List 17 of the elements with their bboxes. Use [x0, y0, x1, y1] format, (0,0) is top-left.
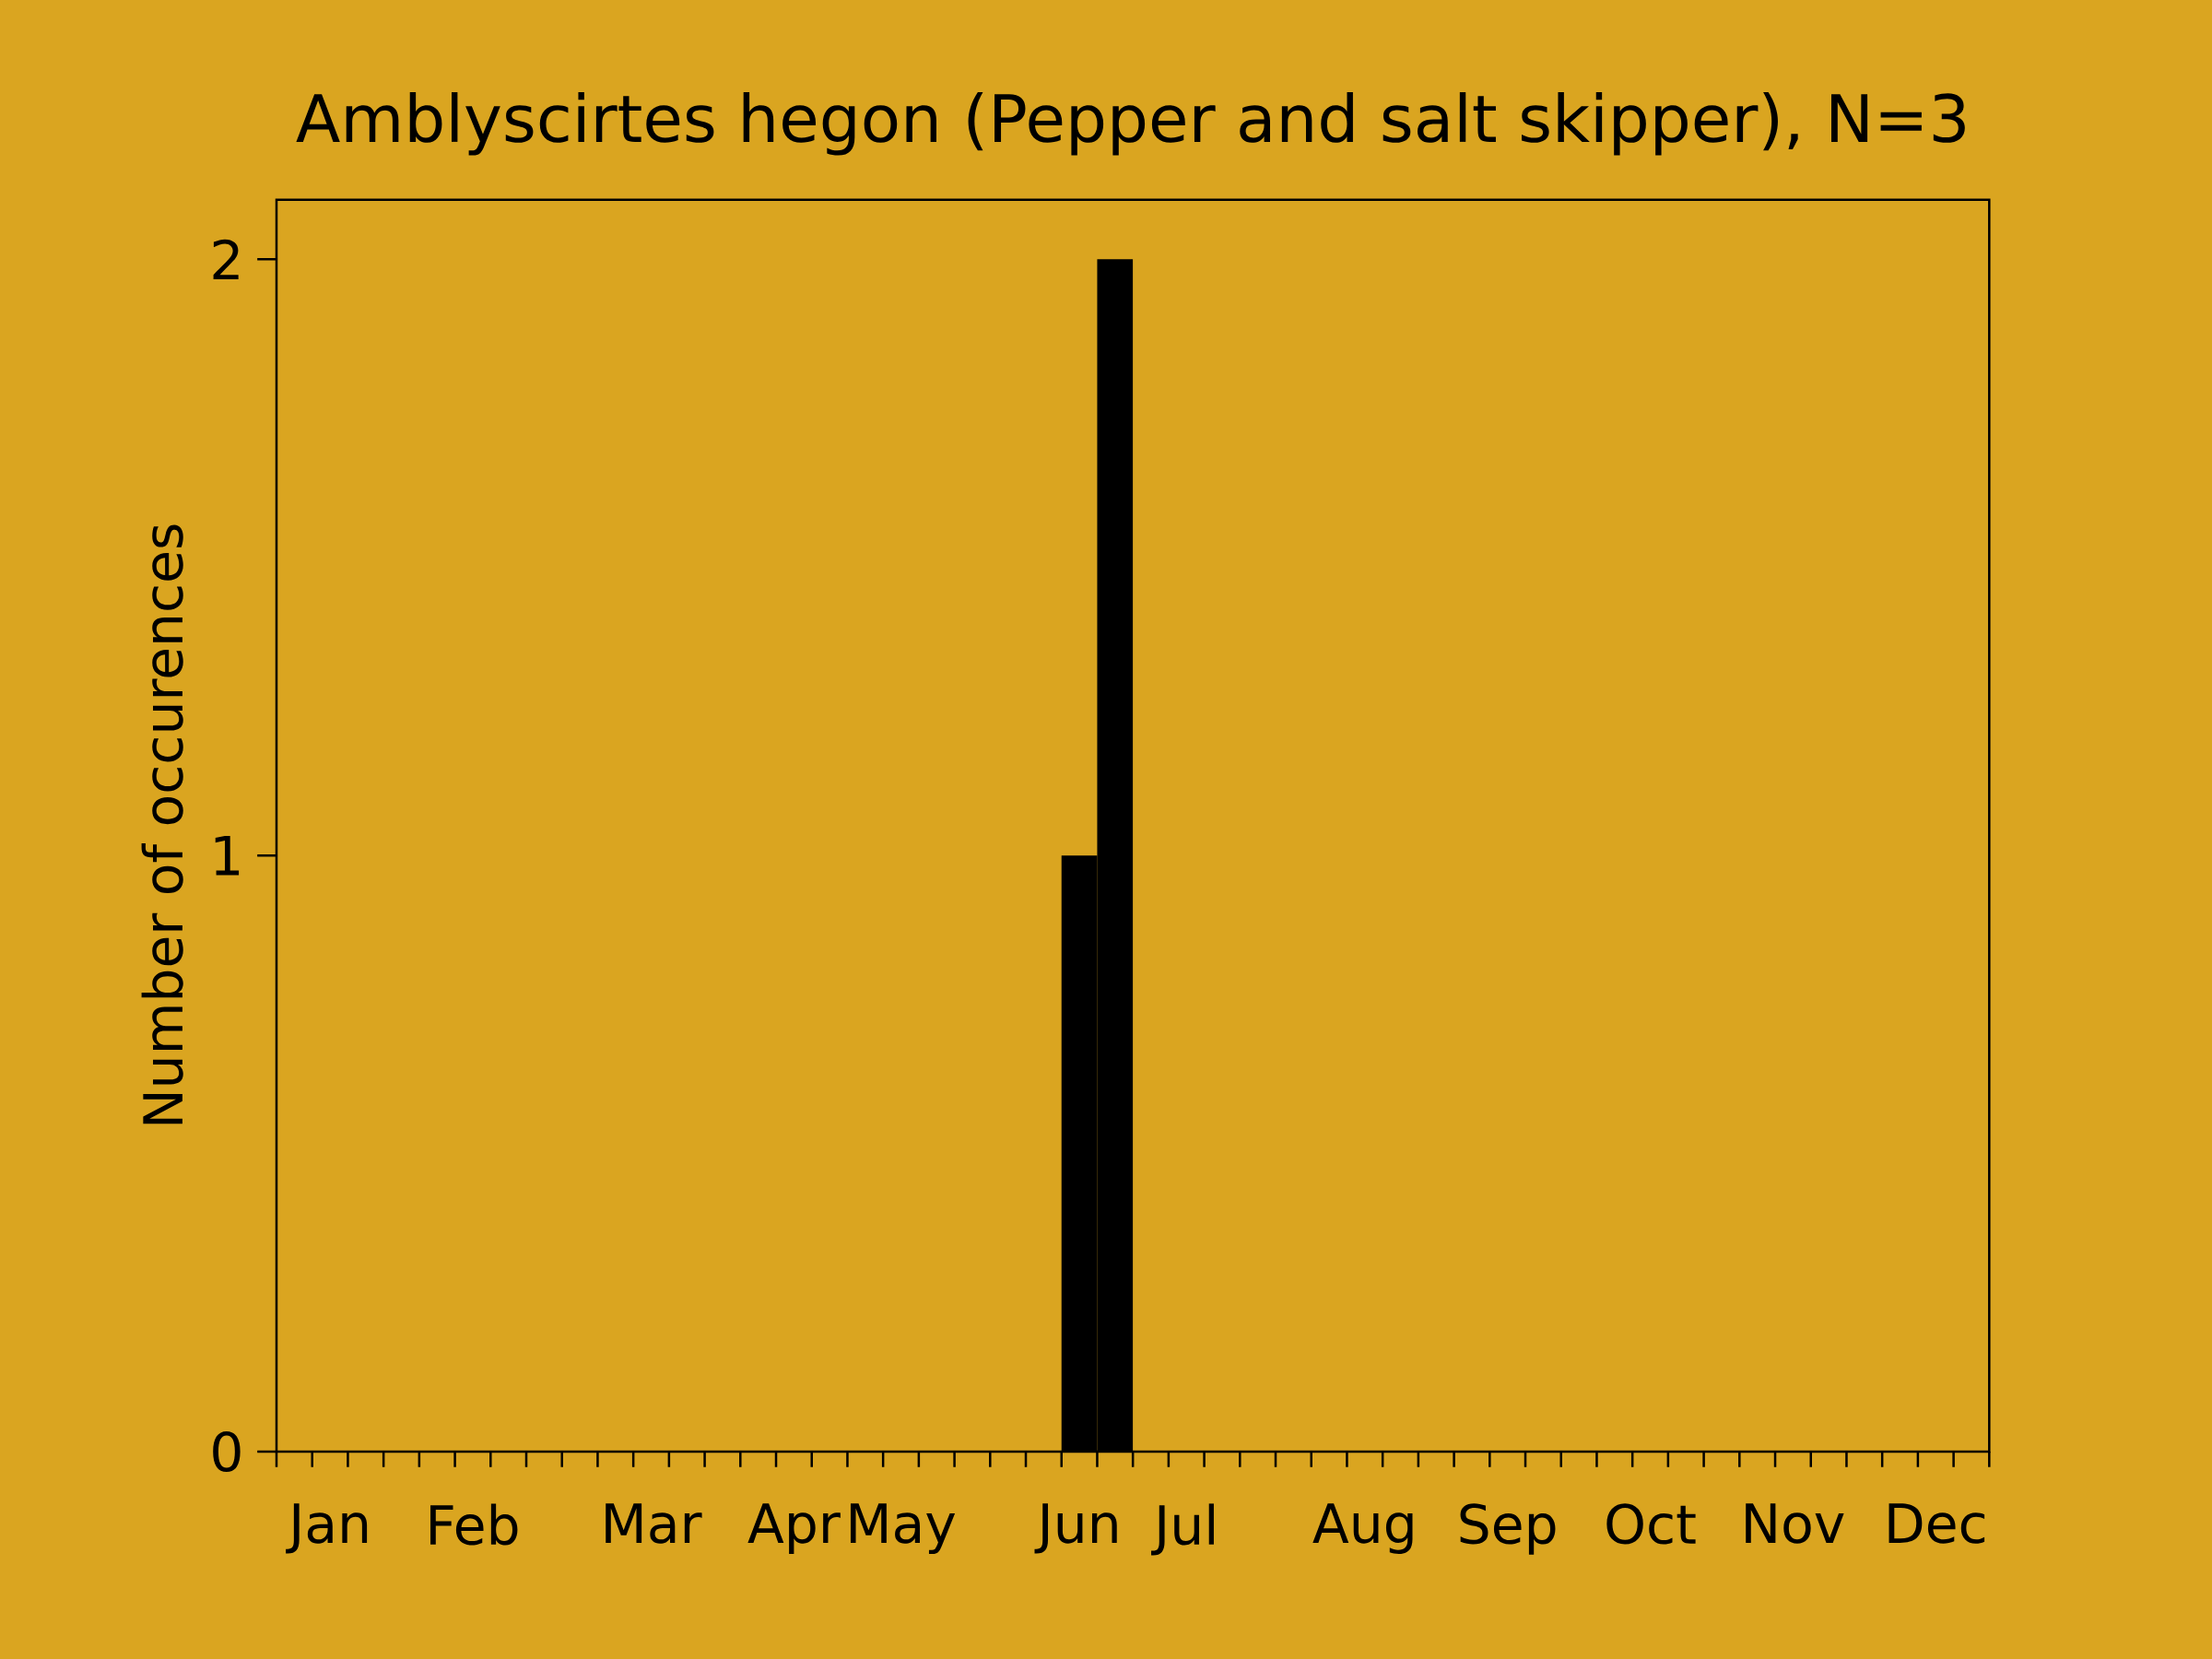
x-tick-label: Jun — [1034, 1503, 1117, 1554]
chart-title: Amblyscirtes hegon (Pepper and salt skipper), N=3 — [296, 92, 1965, 156]
x-tick-label: Aug — [1312, 1503, 1413, 1555]
y-tick-label: 0 — [213, 1430, 241, 1473]
x-tick-label: Jul — [1151, 1503, 1214, 1556]
y-axis-title: Number of occurences — [141, 524, 183, 1124]
x-tick-label: Apr — [747, 1503, 841, 1555]
x-tick-label: Nov — [1746, 1503, 1844, 1544]
y-tick-label: 1 — [215, 835, 240, 876]
x-tick-label: Feb — [430, 1503, 518, 1546]
x-tick-label: Jan — [286, 1503, 368, 1554]
x-tick-label: May — [850, 1503, 956, 1555]
y-tick-label: 2 — [213, 239, 239, 279]
x-tick-label: Mar — [606, 1503, 702, 1544]
x-tick-label: Oct — [1606, 1503, 1696, 1545]
x-tick-label: Dec — [1888, 1503, 1985, 1544]
x-tick-label: Sep — [1460, 1503, 1556, 1555]
